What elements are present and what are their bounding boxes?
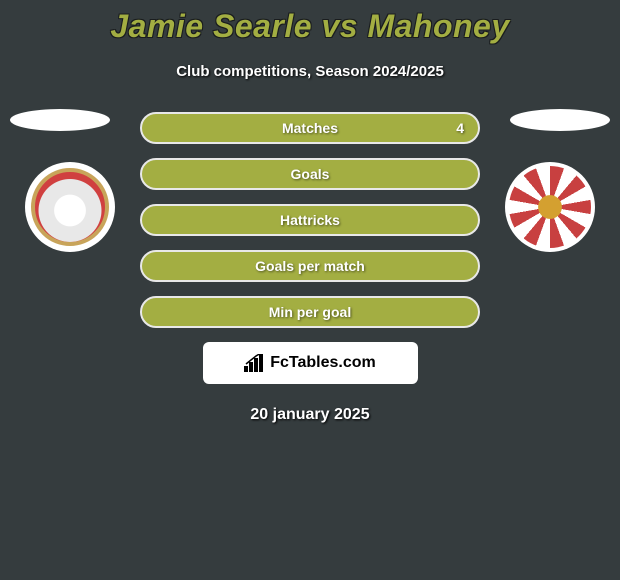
brand-box: FcTables.com: [203, 342, 418, 384]
stat-bar-matches: Matches 4: [140, 112, 480, 144]
stat-label: Hattricks: [280, 212, 340, 228]
stat-label: Matches: [282, 120, 338, 136]
club-badge-right: [505, 162, 595, 252]
player-marker-left: [10, 109, 110, 131]
club-badge-left: [25, 162, 115, 252]
stat-label: Min per goal: [269, 304, 351, 320]
stat-label: Goals per match: [255, 258, 365, 274]
stat-bar-goals: Goals: [140, 158, 480, 190]
stat-bars: Matches 4 Goals Hattricks Goals per matc…: [140, 112, 480, 328]
page-title: Jamie Searle vs Mahoney: [0, 0, 620, 45]
stat-bar-goals-per-match: Goals per match: [140, 250, 480, 282]
stat-label: Goals: [291, 166, 330, 182]
brand-text: FcTables.com: [270, 354, 376, 372]
stat-bar-min-per-goal: Min per goal: [140, 296, 480, 328]
comparison-content: Matches 4 Goals Hattricks Goals per matc…: [0, 112, 620, 424]
page-subtitle: Club competitions, Season 2024/2025: [0, 63, 620, 80]
brand-inner: FcTables.com: [244, 354, 376, 372]
stat-value-right: 4: [456, 120, 464, 136]
player-marker-right: [510, 109, 610, 131]
chart-icon: [244, 354, 266, 372]
stat-bar-hattricks: Hattricks: [140, 204, 480, 236]
date-label: 20 january 2025: [0, 406, 620, 424]
